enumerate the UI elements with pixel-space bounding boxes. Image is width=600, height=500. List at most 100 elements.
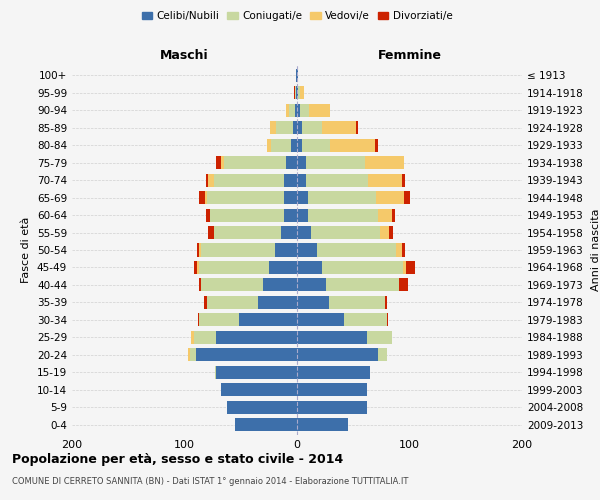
Bar <box>329 138 374 152</box>
Bar <box>193 261 197 274</box>
Bar <box>293 122 297 134</box>
Text: Popolazione per età, sesso e stato civile - 2014: Popolazione per età, sesso e stato civil… <box>12 452 343 466</box>
Bar <box>199 191 205 204</box>
Bar <box>207 191 284 204</box>
Text: COMUNE DI CERRETO SANNITA (BN) - Dati ISTAT 1° gennaio 2014 - Elaborazione TUTTI: COMUNE DI CERRETO SANNITA (BN) - Dati IS… <box>12 478 409 486</box>
Bar <box>403 261 406 274</box>
Bar <box>401 244 405 256</box>
Bar <box>270 122 275 134</box>
Bar <box>322 122 355 134</box>
Bar <box>298 86 301 100</box>
Bar <box>284 191 297 204</box>
Bar <box>401 174 405 186</box>
Bar <box>216 366 297 378</box>
Bar <box>188 348 190 362</box>
Bar <box>297 314 344 326</box>
Bar <box>297 138 302 152</box>
Bar <box>297 122 302 134</box>
Bar <box>297 278 326 291</box>
Bar <box>385 296 387 309</box>
Bar <box>199 314 239 326</box>
Bar <box>392 208 395 222</box>
Bar <box>208 226 214 239</box>
Bar <box>396 244 401 256</box>
Bar <box>275 122 293 134</box>
Text: Maschi: Maschi <box>160 48 209 62</box>
Bar <box>329 296 385 309</box>
Bar <box>355 122 358 134</box>
Bar <box>406 261 415 274</box>
Bar <box>216 156 221 170</box>
Bar <box>376 191 404 204</box>
Bar <box>271 138 292 152</box>
Bar <box>211 208 284 222</box>
Bar <box>275 244 297 256</box>
Bar <box>308 208 378 222</box>
Bar <box>198 314 199 326</box>
Bar <box>297 174 306 186</box>
Bar <box>284 208 297 222</box>
Bar <box>389 226 392 239</box>
Bar <box>374 138 378 152</box>
Bar <box>308 191 376 204</box>
Bar <box>199 261 269 274</box>
Bar <box>297 244 317 256</box>
Bar <box>296 69 297 82</box>
Bar <box>281 226 297 239</box>
Bar <box>266 138 271 152</box>
Bar <box>302 122 322 134</box>
Bar <box>286 156 297 170</box>
Bar <box>302 138 329 152</box>
Bar <box>289 104 295 117</box>
Bar <box>207 296 257 309</box>
Bar <box>208 174 214 186</box>
Bar <box>297 400 367 413</box>
Bar <box>216 330 297 344</box>
Bar <box>297 156 306 170</box>
Bar <box>297 296 329 309</box>
Bar <box>202 278 263 291</box>
Bar <box>367 330 392 344</box>
Bar <box>297 383 367 396</box>
Bar <box>199 244 202 256</box>
Bar <box>297 418 347 431</box>
Bar <box>380 226 389 239</box>
Bar <box>297 261 322 274</box>
Bar <box>297 191 308 204</box>
Bar <box>263 278 297 291</box>
Bar <box>378 208 392 222</box>
Bar <box>224 156 286 170</box>
Bar <box>297 69 298 82</box>
Bar <box>297 348 378 362</box>
Bar <box>197 261 199 274</box>
Bar <box>368 174 401 186</box>
Bar <box>404 191 409 204</box>
Bar <box>378 348 387 362</box>
Bar <box>190 348 196 362</box>
Bar <box>296 86 297 100</box>
Bar <box>317 244 396 256</box>
Bar <box>193 330 216 344</box>
Bar <box>292 138 297 152</box>
Bar <box>199 278 202 291</box>
Bar <box>297 208 308 222</box>
Bar <box>297 330 367 344</box>
Bar <box>326 278 400 291</box>
Bar <box>293 86 295 100</box>
Bar <box>197 244 199 256</box>
Bar <box>214 174 284 186</box>
Bar <box>221 383 297 396</box>
Bar <box>306 174 368 186</box>
Y-axis label: Fasce di età: Fasce di età <box>22 217 31 283</box>
Bar <box>206 174 208 186</box>
Bar <box>310 104 329 117</box>
Legend: Celibi/Nubili, Coniugati/e, Vedovi/e, Divorziati/e: Celibi/Nubili, Coniugati/e, Vedovi/e, Di… <box>137 8 457 26</box>
Bar <box>297 366 370 378</box>
Bar <box>191 330 193 344</box>
Text: Femmine: Femmine <box>377 48 442 62</box>
Bar <box>322 261 403 274</box>
Bar <box>306 156 365 170</box>
Bar <box>301 86 304 100</box>
Bar <box>239 314 297 326</box>
Bar <box>196 348 297 362</box>
